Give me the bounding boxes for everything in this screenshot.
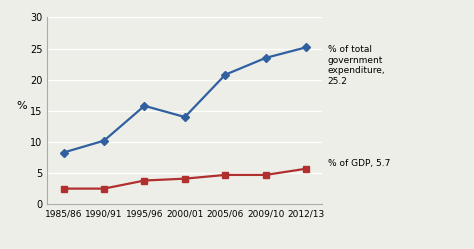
Y-axis label: %: % <box>17 101 27 111</box>
Text: % of total
government
expenditure,
25.2: % of total government expenditure, 25.2 <box>328 45 385 86</box>
Text: % of GDP, 5.7: % of GDP, 5.7 <box>328 159 390 168</box>
